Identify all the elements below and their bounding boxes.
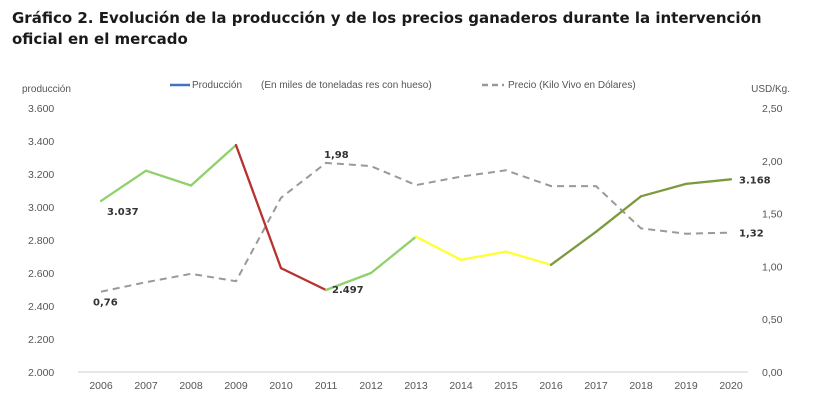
data-label: 2.497 (332, 285, 364, 296)
produccion-segment (369, 235, 418, 275)
x-tick-label: 2011 (315, 380, 338, 392)
x-tick-label: 2020 (719, 380, 743, 392)
y-left-tick-label: 3.000 (28, 202, 54, 214)
produccion-segment (279, 266, 328, 292)
x-tick-label: 2015 (494, 380, 518, 392)
data-label: 1,98 (324, 150, 349, 161)
produccion-segment (639, 182, 688, 198)
data-label: 3.168 (739, 175, 771, 186)
produccion-segment (324, 271, 373, 292)
x-tick-label: 2014 (449, 380, 473, 392)
chart-title: Gráfico 2. Evolución de la producción y … (12, 8, 802, 50)
x-tick-label: 2018 (629, 380, 653, 392)
x-tick-label: 2009 (224, 380, 248, 392)
data-label: 0,76 (93, 298, 118, 309)
x-tick-label: 2019 (674, 380, 698, 392)
data-labels: 3.037 2.497 3.168 0,76 1,98 1,32 (93, 150, 771, 309)
produccion-segment (144, 169, 193, 187)
produccion-segment (234, 143, 283, 270)
y-left-tick-label: 3.600 (28, 103, 54, 115)
produccion-segment (99, 169, 148, 203)
legend-produccion-label: Producción (192, 80, 242, 91)
series-produccion (99, 143, 733, 292)
y-right-tick-label: 0,00 (762, 367, 783, 379)
x-tick-label: 2008 (179, 380, 203, 392)
axis-ticks: 2.000 2.200 2.400 2.600 2.800 3.000 3.200 3.400… (28, 103, 783, 392)
y-left-tick-label: 2.600 (28, 268, 54, 280)
data-label: 3.037 (107, 207, 139, 218)
produccion-segment (504, 250, 553, 266)
x-tick-label: 2013 (404, 380, 428, 392)
produccion-segment (414, 235, 463, 261)
legend-produccion-note: (En miles de toneladas res con hueso) (261, 80, 432, 91)
x-tick-label: 2007 (134, 380, 158, 392)
x-tick-label: 2016 (539, 380, 563, 392)
chart-title-line-1: Gráfico 2. Evolución de la producción y … (12, 9, 762, 27)
produccion-segment (684, 178, 733, 186)
chart-title-line-2: oficial en el mercado (12, 30, 188, 48)
y-right-axis-label: USD/Kg. (751, 84, 790, 95)
y-left-tick-label: 2.000 (28, 367, 54, 379)
y-left-axis-label: producción (22, 84, 71, 95)
y-left-tick-label: 3.400 (28, 136, 54, 148)
legend: Producción (En miles de toneladas res co… (170, 80, 636, 91)
x-tick-label: 2006 (89, 380, 113, 392)
y-right-tick-label: 2,00 (762, 156, 783, 168)
data-label: 1,32 (739, 229, 764, 240)
x-tick-label: 2017 (584, 380, 608, 392)
produccion-segment (594, 195, 643, 233)
y-left-tick-label: 2.400 (28, 301, 54, 313)
produccion-segment (459, 250, 508, 261)
y-right-tick-label: 2,50 (762, 103, 783, 115)
x-tick-label: 2012 (359, 380, 383, 392)
y-right-tick-label: 1,50 (762, 209, 783, 221)
legend-precio-label: Precio (Kilo Vivo en Dólares) (508, 80, 636, 91)
y-left-tick-label: 3.200 (28, 169, 54, 181)
y-right-tick-label: 1,00 (762, 261, 783, 273)
x-tick-label: 2010 (269, 380, 293, 392)
y-left-tick-label: 2.800 (28, 235, 54, 247)
y-left-tick-label: 2.200 (28, 334, 54, 346)
y-right-tick-label: 0,50 (762, 314, 783, 326)
produccion-segment (189, 143, 238, 187)
produccion-segment (549, 230, 598, 266)
